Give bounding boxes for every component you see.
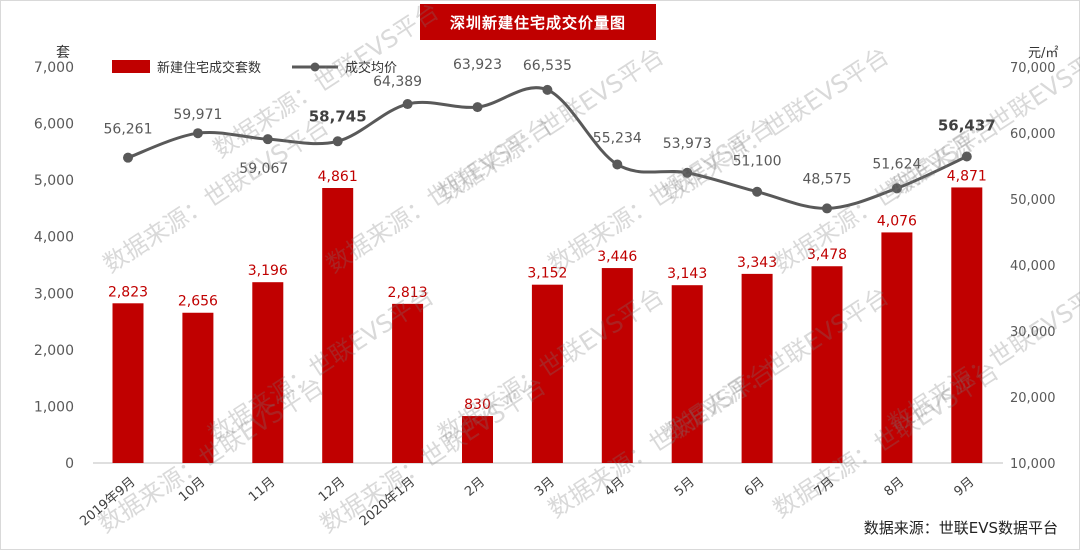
legend-bar-swatch <box>112 60 150 73</box>
bar-value-label: 3,446 <box>597 249 637 265</box>
price-value-label: 64,389 <box>373 74 422 90</box>
bar <box>671 285 703 463</box>
y-right-tick-label: 50,000 <box>1010 193 1056 208</box>
y-right-tick-label: 10,000 <box>1010 457 1056 472</box>
x-tick-label: 2020年1月 <box>357 475 418 530</box>
price-point <box>472 102 483 113</box>
price-value-label: 63,923 <box>453 57 502 73</box>
bar <box>182 312 214 463</box>
price-value-label: 66,535 <box>523 58 572 74</box>
price-value-label: 58,745 <box>309 107 367 125</box>
price-value-label: 51,624 <box>872 156 921 172</box>
bar-value-label: 4,861 <box>318 169 358 185</box>
price-value-label: 48,575 <box>803 171 852 187</box>
price-value-label: 55,234 <box>593 130 642 146</box>
bar <box>462 416 493 463</box>
x-tick-label: 10月 <box>176 475 208 505</box>
bar-value-label: 4,871 <box>947 168 987 184</box>
y-left-tick-label: 1,000 <box>34 399 74 415</box>
bar-value-label: 3,143 <box>667 266 707 282</box>
price-value-label: 53,973 <box>663 136 712 152</box>
bar-value-label: 3,478 <box>807 247 847 263</box>
y-left-tick-label: 3,000 <box>34 286 74 302</box>
price-point <box>332 136 343 147</box>
bar <box>811 266 843 463</box>
y-left-tick-label: 4,000 <box>34 230 74 246</box>
price-point <box>542 84 553 95</box>
bar <box>392 303 424 463</box>
y-left-axis-label: 套 <box>56 45 70 61</box>
price-point <box>682 167 693 178</box>
bar-value-label: 3,196 <box>248 263 288 279</box>
y-left-tick-label: 5,000 <box>34 173 74 189</box>
y-right-tick-label: 20,000 <box>1010 391 1056 406</box>
x-tick-label: 4月 <box>602 475 628 500</box>
x-tick-label: 7月 <box>812 475 838 500</box>
chart-title: 深圳新建住宅成交价量图 <box>420 4 656 40</box>
legend-line-marker <box>310 62 320 72</box>
price-point <box>891 183 902 194</box>
bar <box>951 187 983 464</box>
price-point <box>612 159 623 170</box>
y-right-tick-label: 70,000 <box>1010 61 1056 76</box>
y-right-axis-label: 元/㎡ <box>1028 46 1058 61</box>
x-tick-label: 9月 <box>951 475 977 500</box>
bar-value-label: 3,152 <box>527 266 567 282</box>
price-point <box>262 134 273 145</box>
y-right-tick-label: 60,000 <box>1010 127 1056 142</box>
price-value-label: 51,100 <box>733 154 782 170</box>
bar <box>741 273 773 463</box>
y-right-tick-label: 40,000 <box>1010 259 1056 274</box>
bar <box>601 268 633 463</box>
bar-value-label: 2,813 <box>388 285 428 301</box>
y-right-tick-label: 30,000 <box>1010 325 1056 340</box>
price-value-label: 59,067 <box>239 161 288 177</box>
bar-value-label: 830 <box>464 397 491 413</box>
price-value-label: 56,437 <box>938 117 996 135</box>
x-tick-label: 11月 <box>246 475 278 505</box>
price-value-label: 56,261 <box>104 122 153 138</box>
price-point <box>192 128 203 139</box>
x-tick-label: 2019年9月 <box>77 475 138 530</box>
bar <box>252 282 284 463</box>
x-tick-label: 3月 <box>532 475 558 500</box>
bar <box>881 232 913 463</box>
bar-value-label: 2,656 <box>178 294 218 310</box>
legend-bar-label: 新建住宅成交套数 <box>157 60 261 76</box>
price-point <box>961 151 972 162</box>
x-tick-label: 6月 <box>742 475 768 500</box>
y-left-tick-label: 7,000 <box>34 60 74 76</box>
price-line <box>127 86 968 210</box>
y-left-tick-label: 6,000 <box>34 117 74 133</box>
bar-value-label: 4,076 <box>877 213 917 229</box>
legend-line-label: 成交均价 <box>345 60 397 76</box>
x-tick-label: 8月 <box>882 475 908 500</box>
bar-value-label: 3,343 <box>737 255 777 271</box>
x-tick-label: 2月 <box>462 475 488 500</box>
bar <box>531 284 563 463</box>
y-left-tick-label: 0 <box>65 456 74 472</box>
y-left-tick-label: 2,000 <box>34 343 74 359</box>
bar <box>112 303 144 463</box>
x-tick-label: 5月 <box>672 475 698 500</box>
price-value-label: 59,971 <box>173 107 222 123</box>
price-point <box>402 99 413 110</box>
price-point <box>123 152 133 163</box>
price-point <box>822 203 832 214</box>
bar <box>322 188 354 463</box>
x-tick-label: 12月 <box>316 475 348 505</box>
price-point <box>752 186 763 197</box>
bar-value-label: 2,823 <box>108 284 148 300</box>
source-note: 数据来源：世联EVS数据平台 <box>863 519 1058 537</box>
